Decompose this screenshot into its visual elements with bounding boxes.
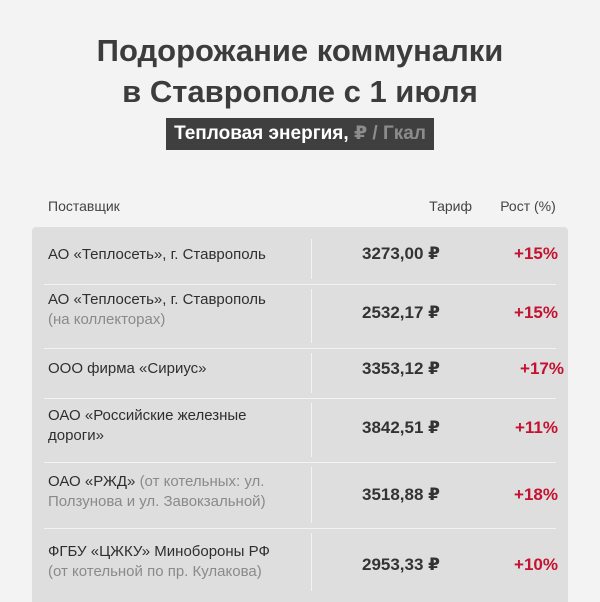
- column-divider: [311, 403, 312, 457]
- subtitle-unit: ₽ / Гкал: [353, 123, 426, 144]
- column-divider: [311, 533, 312, 591]
- table-row: ОАО «РЖД» (от котельных: ул. Ползунова и…: [32, 462, 568, 528]
- growth-value: +15%: [514, 244, 558, 263]
- tariff-value: 2953,33 ₽: [361, 555, 440, 574]
- supplier-cell: ОАО «РЖД» (от котельных: ул. Ползунова и…: [48, 472, 308, 512]
- column-header-growth: Рост (%): [500, 198, 556, 214]
- tariff-value: 3518,88 ₽: [361, 485, 440, 504]
- table-row: АО «Теплосеть», г. Ставрополь 3273,00 ₽ …: [32, 227, 568, 284]
- supplier-cell: АО «Теплосеть», г. Ставрополь: [48, 245, 308, 265]
- row-separator: [44, 398, 556, 399]
- tariff-value: 3353,12 ₽: [361, 359, 440, 378]
- title-line-1: Подорожание коммуналки: [96, 33, 504, 68]
- row-separator: [44, 528, 556, 529]
- column-header-tariff: Тариф: [429, 198, 472, 214]
- subtitle-label: Тепловая энергия,: [174, 123, 354, 144]
- growth-value: +11%: [514, 418, 558, 437]
- growth-value: +18%: [514, 485, 558, 504]
- supplier-cell: ФГБУ «ЦЖКУ» Минобороны РФ (от котельной …: [48, 542, 308, 582]
- table-row: ООО фирма «Сириус» 3353,12 ₽ +17%: [32, 348, 568, 398]
- row-separator: [44, 284, 556, 285]
- page-title: Подорожание коммуналки в Ставрополе с 1 …: [0, 30, 600, 112]
- title-line-2: в Ставрополе с 1 июля: [122, 74, 478, 109]
- column-divider: [311, 353, 312, 393]
- growth-value: +17%: [520, 359, 564, 378]
- supplier-cell: ОАО «Российские железные дороги»: [48, 406, 263, 446]
- supplier-note: (на коллекторах): [48, 311, 166, 328]
- supplier-note: (от котельных: ул. Ползунова и ул. Завок…: [48, 473, 266, 510]
- tariff-value: 3273,00 ₽: [361, 244, 440, 263]
- table-row: АО «Теплосеть», г. Ставрополь (на коллек…: [32, 284, 568, 348]
- supplier-note: (от котельной по пр. Кулакова): [48, 563, 262, 580]
- supplier-name: ОАО «Российские железные дороги»: [48, 407, 247, 444]
- row-separator: [44, 462, 556, 463]
- column-divider: [311, 467, 312, 523]
- tariff-value: 2532,17 ₽: [361, 303, 440, 322]
- table-row: ОАО «Российские железные дороги» 3842,51…: [32, 398, 568, 462]
- table-row: ФГБУ «ЦЖКУ» Минобороны РФ (от котельной …: [32, 528, 568, 602]
- supplier-name: ОАО «РЖД»: [48, 473, 136, 490]
- supplier-name: АО «Теплосеть», г. Ставрополь: [48, 246, 266, 263]
- growth-value: +15%: [514, 303, 558, 322]
- tariff-table: АО «Теплосеть», г. Ставрополь 3273,00 ₽ …: [32, 227, 568, 602]
- column-divider: [311, 239, 312, 279]
- supplier-name: ФГБУ «ЦЖКУ» Минобороны РФ: [48, 543, 270, 560]
- tariff-value: 3842,51 ₽: [361, 418, 440, 437]
- row-separator: [44, 348, 556, 349]
- column-divider: [311, 289, 312, 343]
- supplier-cell: АО «Теплосеть», г. Ставрополь (на коллек…: [48, 290, 308, 330]
- supplier-name: АО «Теплосеть», г. Ставрополь: [48, 291, 266, 308]
- growth-value: +10%: [514, 555, 558, 574]
- supplier-name: ООО фирма «Сириус»: [48, 360, 207, 377]
- supplier-cell: ООО фирма «Сириус»: [48, 359, 308, 379]
- table-header: Поставщик Тариф Рост (%): [32, 198, 568, 218]
- subtitle-badge: Тепловая энергия, ₽ / Гкал: [0, 118, 600, 150]
- subtitle-badge-box: Тепловая энергия, ₽ / Гкал: [166, 118, 434, 150]
- column-header-supplier: Поставщик: [48, 198, 120, 214]
